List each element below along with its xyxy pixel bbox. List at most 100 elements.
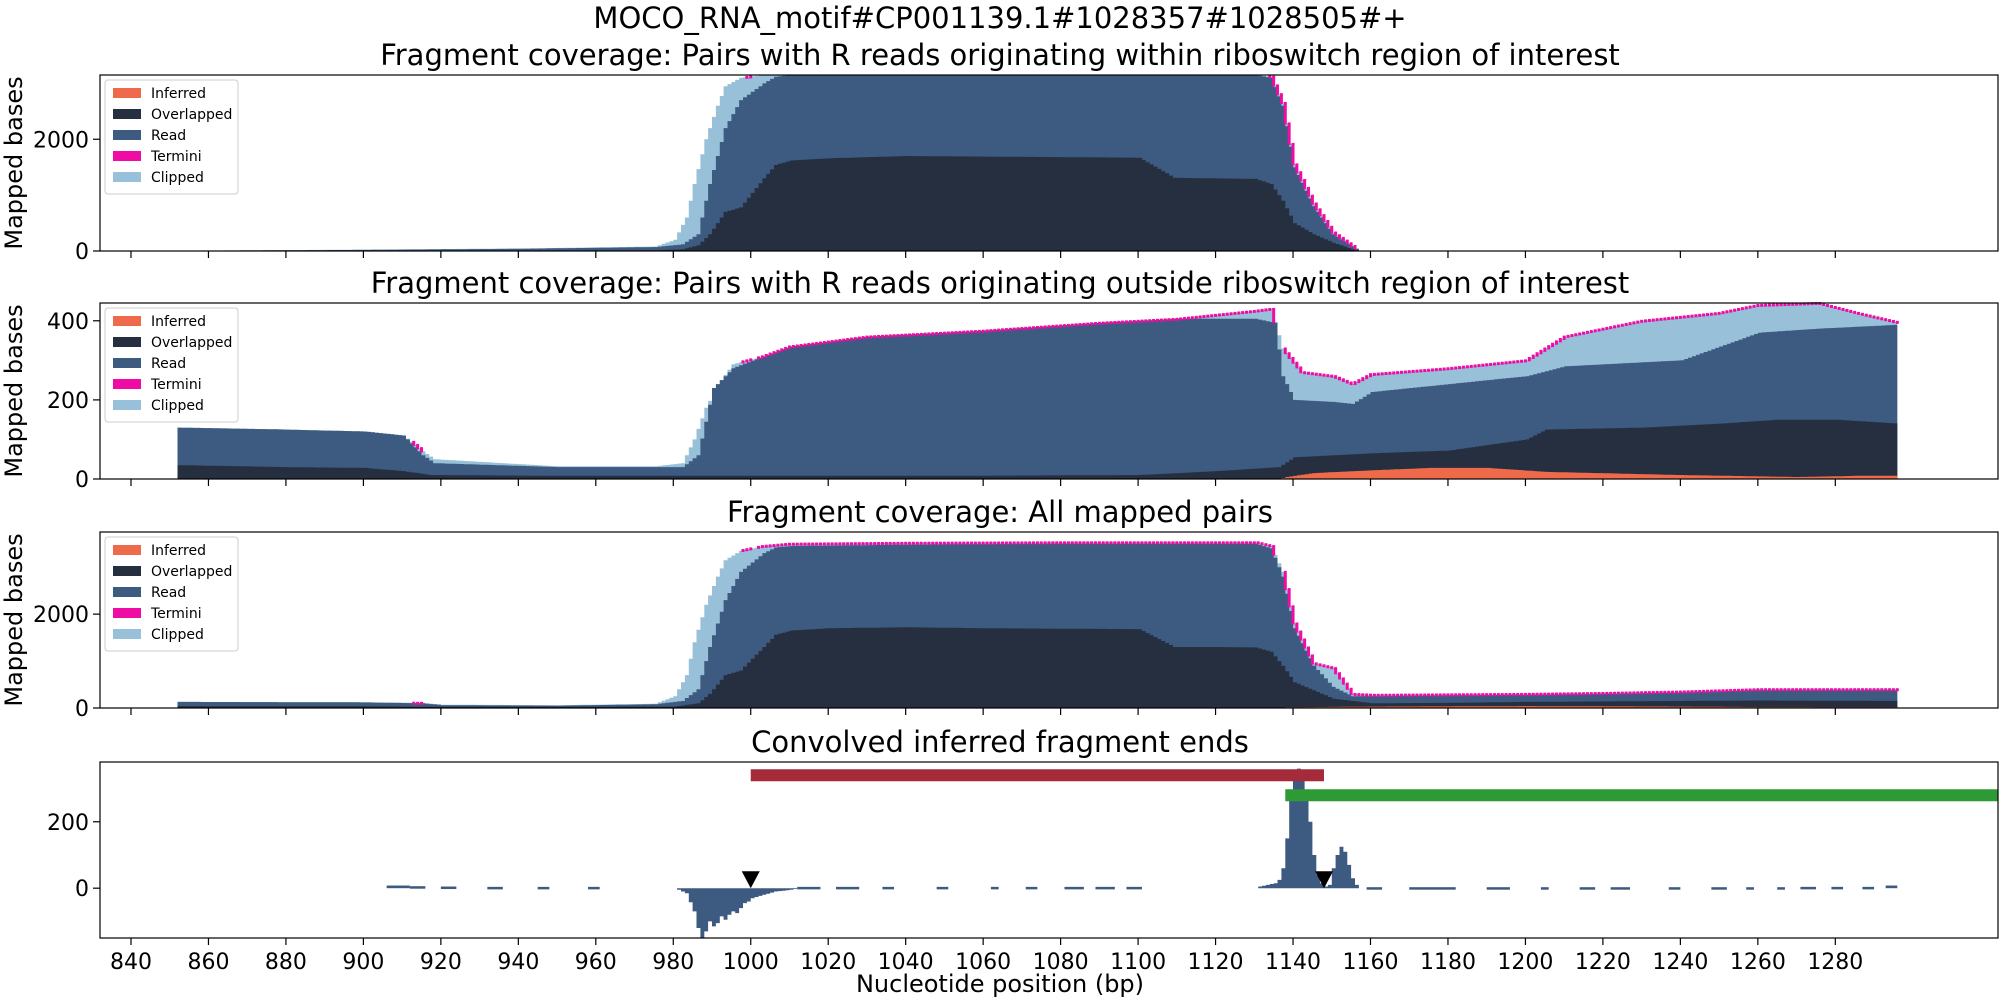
- termini-mark: [1628, 691, 1632, 695]
- axes-frame: [99, 531, 1999, 709]
- termini-mark: [1039, 325, 1043, 329]
- termini-mark: [1523, 359, 1527, 363]
- termini-mark: [1733, 308, 1737, 312]
- termini-mark: [1318, 208, 1322, 217]
- termini-mark: [1167, 541, 1171, 545]
- termini-mark: [950, 541, 954, 545]
- termini-mark: [1461, 365, 1465, 369]
- termini-mark: [1012, 327, 1016, 331]
- convolved-dash: [990, 886, 999, 890]
- termini-mark: [1644, 319, 1648, 323]
- termini-mark: [1097, 321, 1101, 325]
- convolved-dash: [1746, 887, 1754, 890]
- termini-mark: [1849, 309, 1853, 313]
- termini-mark: [1872, 315, 1876, 319]
- x-tick-label: 840: [110, 950, 152, 975]
- termini-mark: [830, 340, 834, 344]
- termini-mark: [1248, 310, 1252, 314]
- termini-mark: [861, 542, 865, 546]
- termini-mark: [1097, 541, 1101, 545]
- convolved-dash: [1831, 886, 1844, 890]
- termini-mark: [1314, 372, 1318, 376]
- termini-mark: [1791, 302, 1795, 306]
- panel-title: Fragment coverage: Pairs with R reads or…: [380, 38, 1620, 72]
- termini-mark: [1035, 541, 1039, 545]
- termini-mark: [873, 542, 877, 546]
- termini-mark: [795, 542, 799, 546]
- termini-mark: [1651, 691, 1655, 695]
- termini-mark: [1148, 541, 1152, 545]
- termini-mark: [1465, 693, 1469, 697]
- termini-mark: [1237, 311, 1241, 315]
- termini-mark: [1442, 367, 1446, 371]
- termini-mark: [973, 541, 977, 545]
- series-read-area: [177, 543, 1898, 708]
- termini-mark: [1845, 308, 1849, 312]
- termini-mark: [1829, 688, 1833, 692]
- termini-mark: [1423, 369, 1427, 373]
- termini-mark: [1051, 541, 1055, 545]
- x-tick-label: 1160: [1342, 950, 1398, 975]
- termini-mark: [1380, 372, 1384, 376]
- legend-swatch: [113, 608, 141, 618]
- termini-mark: [1345, 682, 1349, 690]
- termini-mark: [1121, 541, 1125, 545]
- termini-mark: [811, 542, 815, 546]
- termini-mark: [1283, 101, 1287, 125]
- termini-mark: [1372, 372, 1376, 376]
- termini-mark: [1225, 312, 1229, 316]
- x-tick-label: 1220: [1575, 950, 1631, 975]
- termini-mark: [1562, 692, 1566, 696]
- convolved-dash: [835, 886, 860, 890]
- termini-mark: [1032, 326, 1036, 330]
- termini-mark: [1853, 310, 1857, 314]
- y-axis-label: Mapped bases: [0, 533, 28, 706]
- termini-mark: [1322, 373, 1326, 377]
- legend-swatch: [113, 151, 141, 161]
- termini-mark: [1702, 313, 1706, 317]
- termini-mark: [1481, 693, 1485, 697]
- termini-mark: [1547, 345, 1551, 350]
- termini-mark: [1698, 313, 1702, 317]
- termini-mark: [1159, 318, 1163, 322]
- termini-mark: [1113, 541, 1117, 545]
- termini-mark: [1322, 214, 1326, 222]
- convolved-dash: [1885, 885, 1898, 889]
- termini-mark: [1709, 312, 1713, 316]
- termini-mark: [1419, 693, 1423, 697]
- termini-mark: [1469, 364, 1473, 368]
- termini-mark: [791, 542, 795, 546]
- termini-mark: [1179, 317, 1183, 321]
- termini-mark: [1004, 541, 1008, 545]
- panels: Fragment coverage: Pairs with R reads or…: [0, 38, 1999, 975]
- termini-mark: [1566, 692, 1570, 696]
- termini-mark: [1783, 688, 1787, 692]
- termini-mark: [1798, 688, 1802, 692]
- termini-mark: [1109, 321, 1113, 325]
- termini-mark: [1318, 373, 1322, 377]
- termini-mark: [1888, 319, 1892, 323]
- termini-mark: [1551, 692, 1555, 696]
- termini-mark: [1376, 372, 1380, 376]
- termini-mark: [1826, 303, 1830, 307]
- termini-mark: [1849, 688, 1853, 692]
- termini-mark: [1818, 688, 1822, 692]
- termini-mark: [846, 542, 850, 546]
- termini-mark: [888, 334, 892, 338]
- termini-mark: [1860, 688, 1864, 692]
- x-tick-label: 980: [652, 950, 694, 975]
- termini-mark: [749, 75, 753, 79]
- legend-swatch: [113, 337, 141, 347]
- termini-mark: [1159, 541, 1163, 545]
- legend: Inferred Overlapped Read Termini Clipped: [104, 307, 239, 423]
- termini-mark: [1752, 688, 1756, 692]
- series-read-area: [177, 318, 1898, 479]
- termini-mark: [1876, 688, 1880, 692]
- termini-mark: [1860, 312, 1864, 316]
- termini-mark: [1686, 315, 1690, 319]
- termini-mark: [1392, 693, 1396, 697]
- y-tick-label: 0: [75, 240, 89, 265]
- panel-4: Convolved inferred fragment ends 0 200 840 8…: [47, 725, 1999, 975]
- termini-mark: [1291, 142, 1295, 166]
- termini-mark: [1307, 646, 1311, 657]
